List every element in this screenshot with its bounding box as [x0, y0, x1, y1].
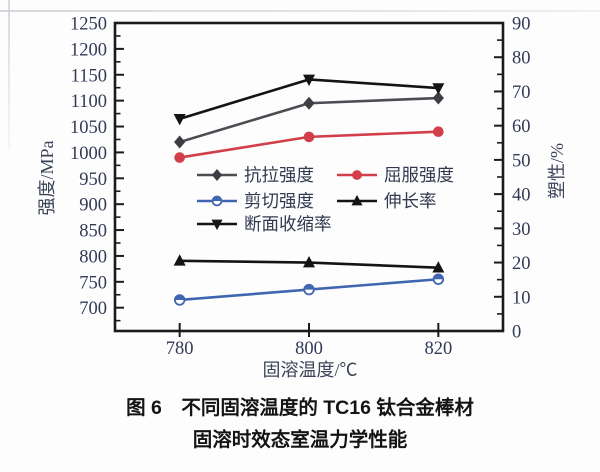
right-tick-label: 40 [512, 186, 531, 206]
marker-elongation [432, 261, 445, 273]
caption-line-1: 图 6 不同固溶温度的 TC16 钛合金棒材 [126, 397, 474, 419]
marker-shear-strength [174, 295, 185, 300]
left-axis-title: 强度/MPa [37, 140, 57, 216]
x-tick-label: 780 [166, 339, 194, 359]
x-axis-title: 固溶温度/℃ [262, 360, 358, 380]
marker-reduction-of-area [303, 74, 315, 87]
marker-tensile-strength [303, 96, 315, 110]
right-tick-label: 50 [512, 151, 531, 171]
left-tick-label: 1100 [71, 92, 107, 112]
marker-elongation [303, 255, 315, 268]
right-tick-label: 0 [512, 323, 521, 343]
left-tick-label: 700 [79, 299, 107, 319]
x-tick-label: 800 [295, 339, 323, 359]
right-tick-label: 20 [512, 254, 531, 274]
marker-reduction-of-area [173, 114, 186, 126]
scan-edge-left [8, 0, 10, 150]
right-tick-label: 90 [512, 15, 531, 35]
left-tick-label: 750 [79, 273, 107, 293]
marker-tensile-strength [174, 135, 186, 149]
left-tick-label: 900 [79, 196, 107, 216]
marker-yield-strength [303, 131, 315, 143]
right-axis-title: 塑性/% [547, 143, 567, 199]
marker-reduction-of-area [432, 83, 445, 95]
right-tick-label: 30 [512, 220, 531, 240]
chart-area: 700 750 800 850 900 950 1000 1050 1100 1150 1200 12… [37, 15, 567, 381]
marker-yield-strength [174, 152, 185, 163]
left-tick-label: 850 [79, 222, 107, 242]
left-tick-label: 1250 [70, 15, 107, 35]
right-tick-label: 10 [512, 288, 531, 308]
left-tick-label: 1000 [70, 144, 107, 164]
right-tick-label: 70 [512, 83, 531, 103]
marker-tensile-strength [432, 91, 444, 105]
x-tick-label: 820 [424, 339, 452, 359]
left-tick-label: 1200 [70, 40, 107, 60]
marker-shear-strength [304, 284, 314, 290]
marker-elongation [173, 254, 186, 266]
scan-edge-top [0, 10, 600, 12]
marker-yield-strength [433, 126, 444, 138]
figure-caption: 图 6 不同固溶温度的 TC16 钛合金棒材 固溶时效态室温力学性能 [0, 392, 600, 456]
left-tick-label: 800 [79, 247, 107, 267]
marker-shear-strength [433, 274, 444, 280]
left-tick-label: 1150 [71, 66, 107, 86]
right-tick-label: 60 [512, 117, 531, 137]
right-tick-label: 80 [512, 49, 531, 69]
plot-canvas: 7007508008509009501000105011001150120012… [70, 15, 531, 360]
left-tick-label: 1050 [70, 118, 107, 138]
caption-line-2: 固溶时效态室温力学性能 [192, 429, 408, 451]
left-tick-label: 950 [79, 170, 107, 190]
